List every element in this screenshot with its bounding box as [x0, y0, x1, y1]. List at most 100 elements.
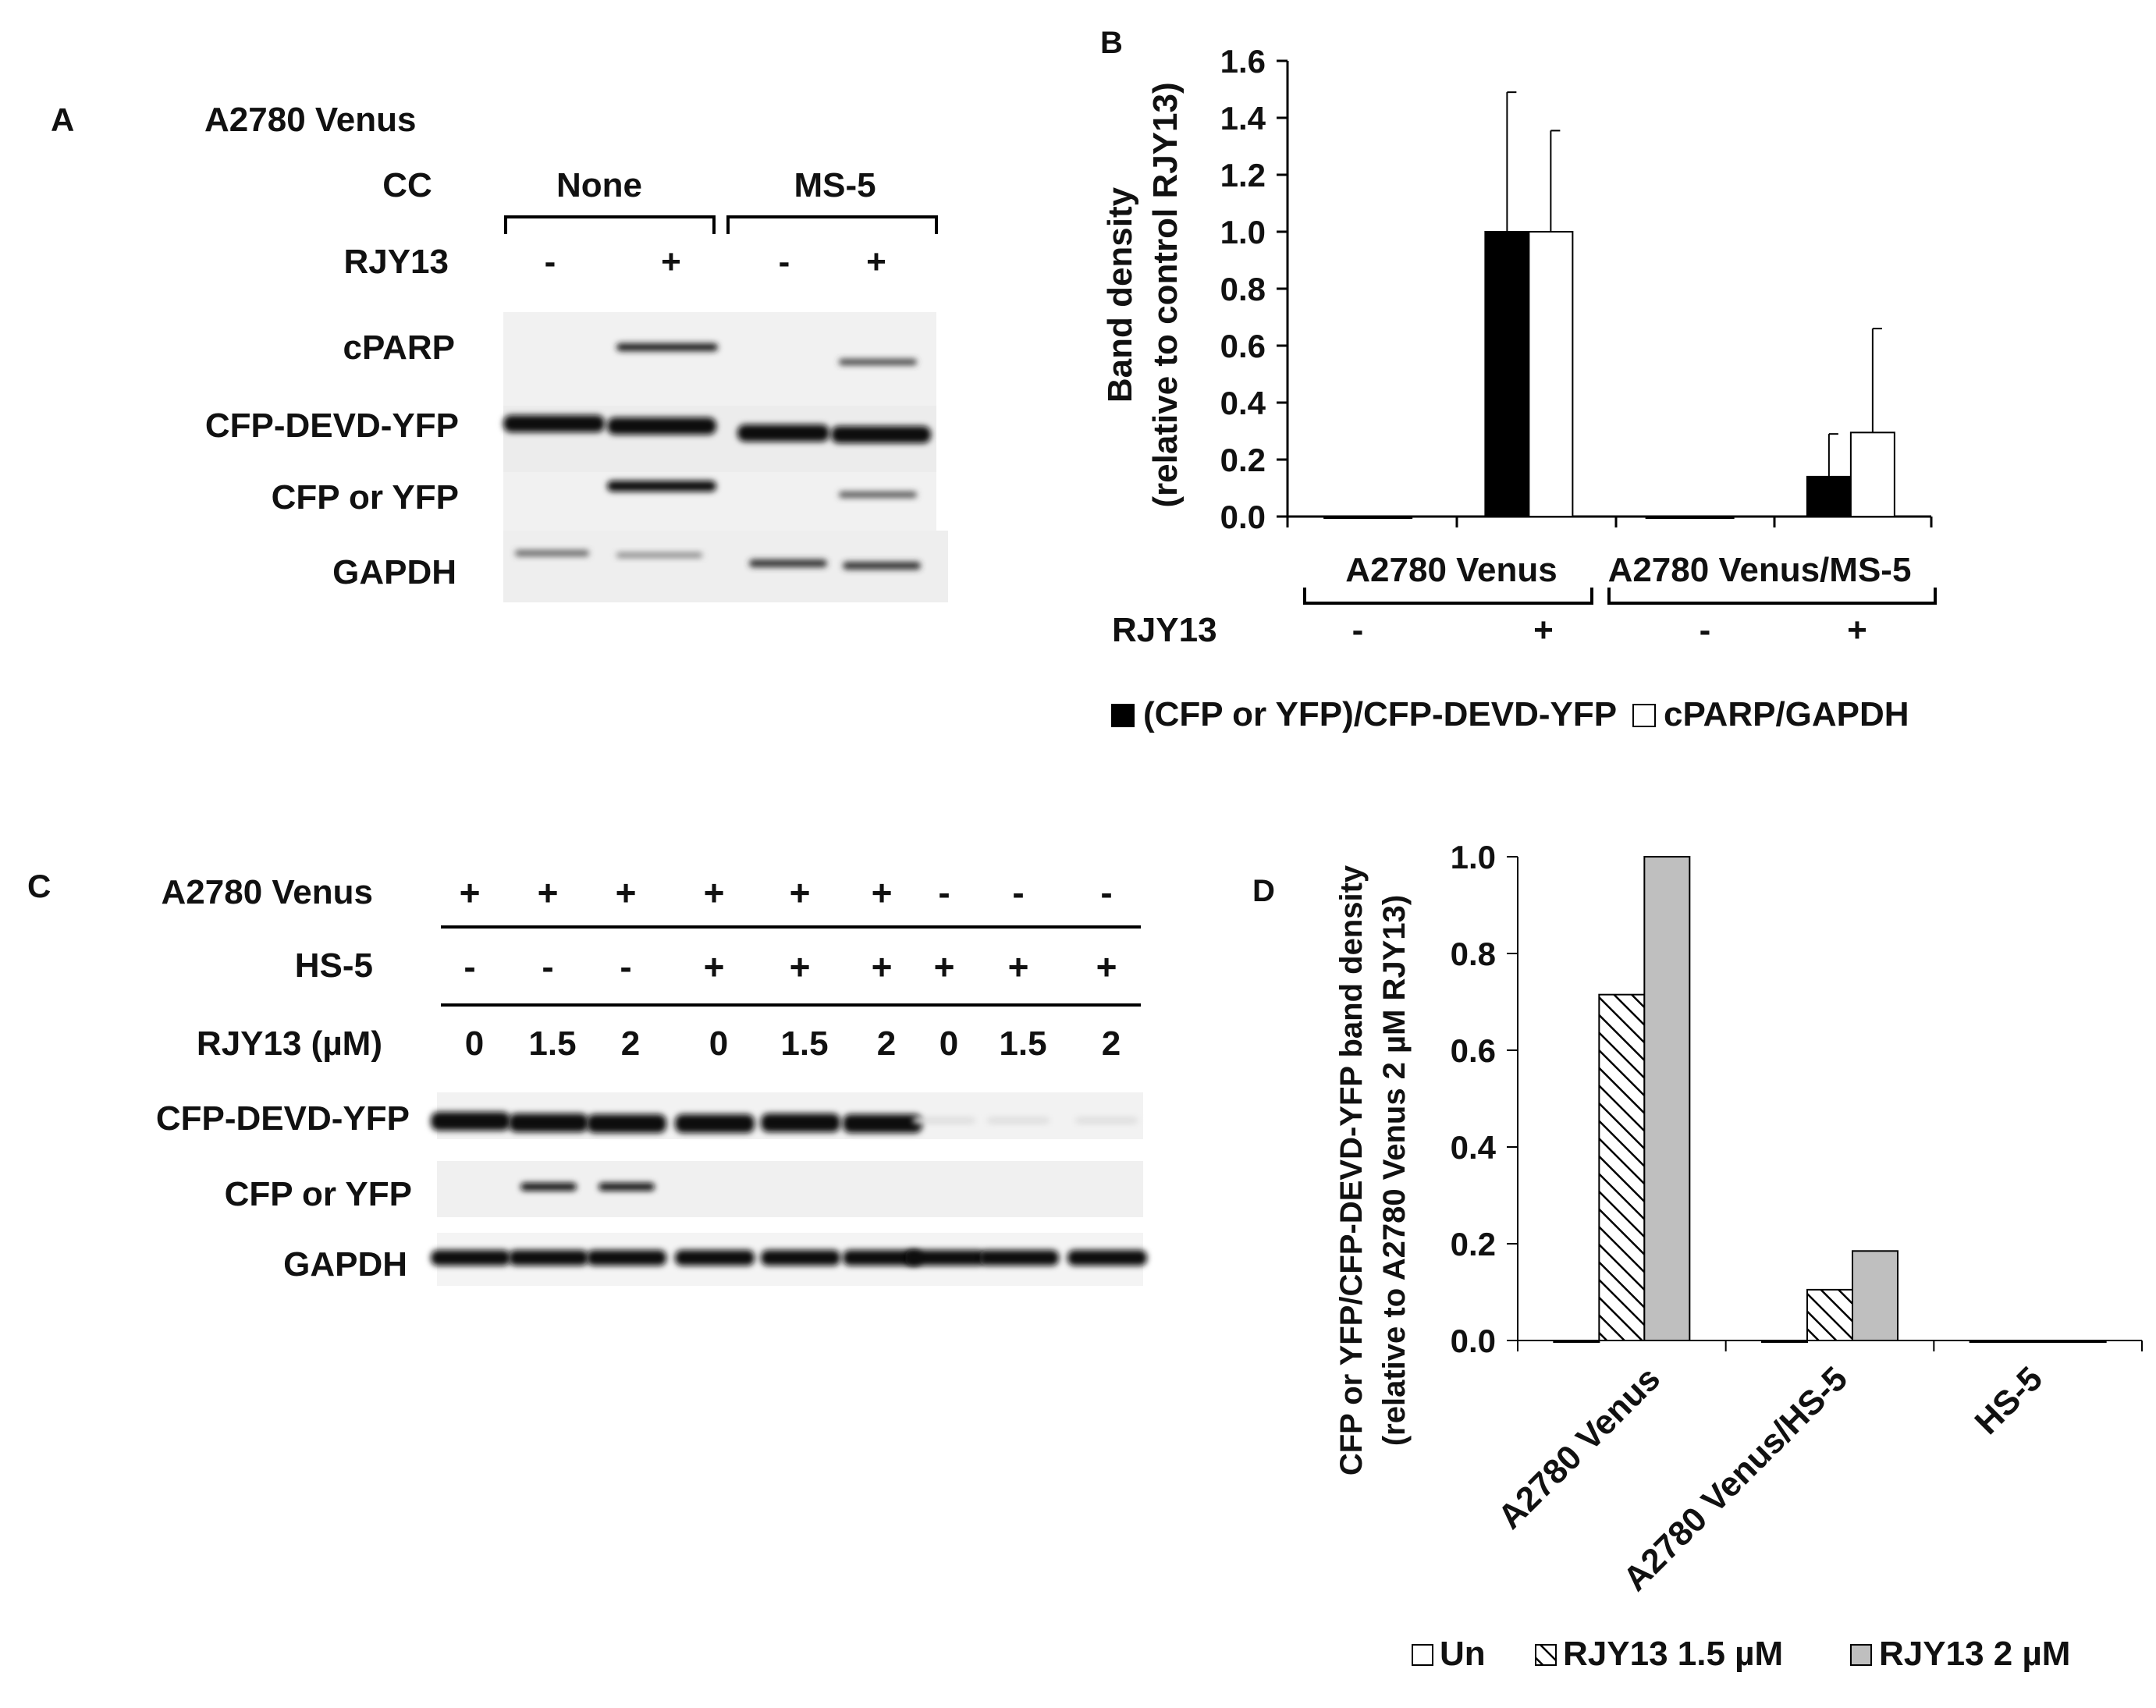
- blot-band: [675, 1250, 755, 1266]
- panel-a-lane-sign: -: [545, 243, 556, 281]
- panel-a-row-label: CFP or YFP: [272, 478, 459, 517]
- blot-band: [587, 1250, 666, 1266]
- dose-label: 0: [939, 1024, 958, 1063]
- panel-b-bars: [1323, 91, 1895, 519]
- bar: [1528, 231, 1574, 517]
- bar: [1553, 1340, 1600, 1343]
- panel-b-treatment-sign: +: [1533, 611, 1554, 649]
- blot-band: [839, 492, 917, 498]
- panel-d-axes: 0.0 0.2 0.4 0.6 0.8 1.0: [1451, 839, 2143, 1359]
- blot-band: [1067, 1250, 1147, 1266]
- panel-c-row-label: RJY13 (µM): [197, 1024, 382, 1063]
- blot-band: [843, 1114, 922, 1133]
- panel-b-group-label: A2780 Venus/MS-5: [1608, 551, 1912, 589]
- bar: [1806, 1288, 1853, 1342]
- blot-band: [831, 426, 931, 443]
- dose-label: 1.5: [999, 1024, 1046, 1063]
- blot-band: [616, 343, 718, 351]
- panel-a-letter: A: [51, 101, 74, 138]
- lane-sign: -: [1012, 872, 1024, 913]
- y-tick-label: 1.2: [1220, 157, 1266, 194]
- blot-band: [987, 1117, 1050, 1124]
- legend-swatch: [1850, 1644, 1872, 1666]
- blot-band: [509, 1250, 588, 1266]
- lane-sign: +: [872, 946, 893, 987]
- panel-b-treatment-label: RJY13: [1112, 611, 1217, 649]
- dose-label: 2: [1102, 1024, 1121, 1063]
- panel-a-blot: [503, 312, 948, 602]
- panel-a-row-label: CFP-DEVD-YFP: [205, 407, 459, 445]
- panel-a-row-label: cPARP: [343, 328, 455, 367]
- legend-swatch: [1111, 704, 1135, 727]
- blot-band: [761, 1113, 840, 1132]
- bar: [1849, 431, 1895, 518]
- panel-b-bracket: [1303, 588, 1593, 605]
- blot-band: [520, 1183, 577, 1191]
- panel-b-bracket: [1607, 588, 1937, 605]
- y-tick-label: 0.6: [1451, 1032, 1496, 1069]
- legend-entry: RJY13 1.5 µM: [1563, 1635, 1783, 1673]
- blot-band: [913, 1117, 975, 1124]
- dose-label: 2: [621, 1024, 640, 1063]
- blot-band: [607, 481, 716, 492]
- legend-entry: RJY13 2 µM: [1879, 1635, 2070, 1673]
- lane-sign: +: [1096, 946, 1117, 987]
- dose-label: 1.5: [780, 1024, 828, 1063]
- panel-b-legend: (CFP or YFP)/CFP-DEVD-YFP cPARP/GAPDH: [1111, 695, 1909, 733]
- lane-sign: -: [1100, 872, 1112, 913]
- panel-c-letter: C: [27, 868, 51, 904]
- legend-swatch: [1535, 1644, 1557, 1666]
- panel-d: D 0.0 0.2 0.4 0.6 0.8 1.0 CFP or YFP/CFP-DEVD…: [1252, 839, 2143, 1673]
- bar: [1643, 856, 1691, 1341]
- y-tick-label: 1.4: [1220, 100, 1266, 137]
- blot-band: [1075, 1117, 1138, 1124]
- panel-a-rjy-label: RJY13: [343, 243, 449, 281]
- panel-a-cell-line: A2780 Venus: [204, 101, 417, 139]
- blot-band: [843, 1250, 922, 1266]
- blot-band: [979, 1250, 1059, 1266]
- bar: [1598, 993, 1646, 1341]
- panel-a-group-none: None: [556, 166, 642, 204]
- blot-band: [749, 559, 827, 567]
- panel-d-category-label: A2780 Venus: [1490, 1359, 1668, 1536]
- lane-sign: +: [704, 946, 725, 987]
- panel-b-ylabel: (relative to control RJY13): [1146, 82, 1185, 507]
- bar: [1852, 1250, 1898, 1342]
- panel-a-bracket-ms5: [726, 215, 938, 234]
- blot-band: [587, 1114, 666, 1133]
- dose-label: 0: [465, 1024, 484, 1063]
- bar: [1484, 231, 1530, 517]
- bar: [1806, 475, 1852, 518]
- blot-band: [843, 562, 921, 570]
- blot-band: [598, 1183, 655, 1191]
- bar: [2014, 1340, 2062, 1343]
- panel-b-treatment-sign: +: [1847, 611, 1867, 649]
- panel-d-bars: [1553, 856, 2107, 1343]
- legend-entry: Un: [1440, 1635, 1486, 1673]
- y-tick-label: 0.2: [1451, 1226, 1496, 1262]
- panel-d-ylabel: CFP or YFP/CFP-DEVD-YFP band density: [1334, 865, 1369, 1475]
- legend-entry: (CFP or YFP)/CFP-DEVD-YFP: [1143, 695, 1617, 733]
- lane-sign: -: [620, 946, 631, 987]
- bar: [1323, 516, 1369, 519]
- panel-a-bracket-none: [504, 215, 716, 234]
- panel-b-axes: 0.0 0.2 0.4 0.6 0.8 1.0 1.2 1.4 1.6: [1220, 43, 1933, 535]
- y-tick-label: 0.8: [1451, 936, 1496, 972]
- panel-a: A A2780 Venus CC None MS-5 RJY13 - + - +…: [51, 101, 948, 602]
- panel-a-cc-label: CC: [382, 166, 432, 204]
- panel-a-row-label: GAPDH: [332, 553, 456, 591]
- y-tick-label: 0.4: [1220, 385, 1266, 421]
- dose-label: 2: [877, 1024, 896, 1063]
- panel-b-treatment-sign: -: [1700, 611, 1711, 649]
- lane-sign: -: [542, 946, 553, 987]
- legend-swatch: [1412, 1644, 1433, 1666]
- lane-sign: +: [616, 872, 637, 913]
- panel-b: B 0.0 0.2 0.4 0.6 0.8 1.0 1.2 1.4 1.6 Band densi…: [1100, 26, 1937, 733]
- panel-c-blot-label: CFP or YFP: [225, 1175, 412, 1213]
- blot-band: [515, 550, 589, 556]
- blot-band: [509, 1113, 588, 1132]
- lane-sign: +: [872, 872, 893, 913]
- panel-c-row-label: HS-5: [295, 946, 373, 985]
- panel-c-blot-label: GAPDH: [283, 1245, 407, 1284]
- y-tick-label: 0.0: [1220, 499, 1266, 535]
